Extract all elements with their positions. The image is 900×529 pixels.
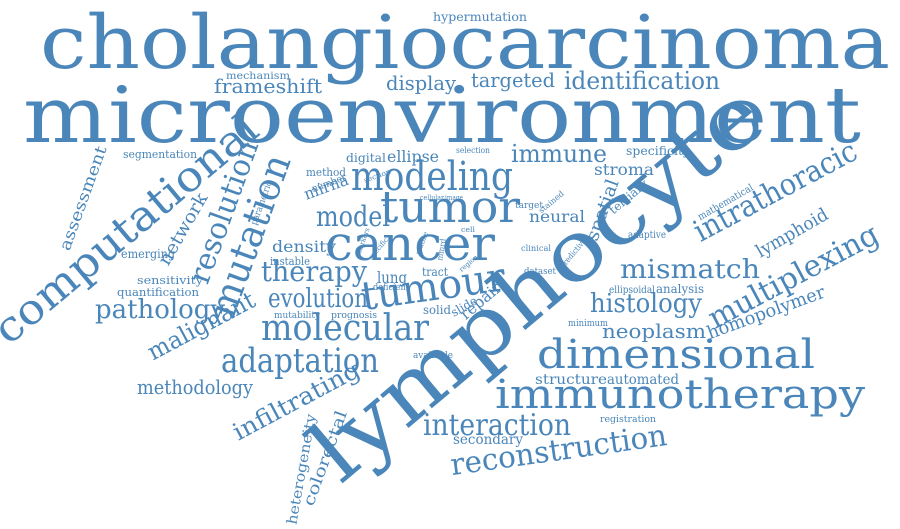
word-instable: instable (270, 255, 310, 268)
word-specificity: specificity (626, 144, 690, 158)
word-hypermutation: hypermutation (433, 10, 527, 24)
word-clinical: clinical (521, 244, 551, 253)
word-therapy: therapy (261, 255, 367, 288)
word-lung: lung (377, 268, 407, 287)
word-adaptation: adaptation (221, 341, 379, 381)
word-identification: identification (564, 67, 720, 95)
word-segmentation: segmentation (123, 148, 197, 161)
word-tract: tract (422, 265, 448, 279)
word-model: model (316, 200, 390, 233)
word-adaptive: adaptive (628, 230, 666, 241)
word-quantification: quantification (117, 286, 199, 299)
word-neural: neural (529, 207, 585, 226)
word-microenvironment: microenvironment (23, 71, 861, 161)
word-mismatch: mismatch (620, 255, 760, 285)
word-cancer: cancer (325, 216, 495, 272)
word-dataset: dataset (524, 267, 556, 277)
word-sensitivity: sensitivity (137, 274, 204, 287)
word-methodology: methodology (137, 375, 254, 399)
word-cell: cell (461, 226, 476, 234)
word-molecular: molecular (261, 308, 430, 349)
word-structure: structure (535, 372, 607, 388)
word-density: density (272, 237, 336, 256)
word-modeling: modeling (351, 154, 513, 200)
word-deficient: deficient (373, 283, 409, 293)
word-prognosis: prognosis (331, 311, 377, 321)
word-immunotherapy: immunotherapy (495, 372, 865, 418)
word-analysis: analysis (656, 282, 704, 296)
word-targeted: targeted (471, 68, 555, 92)
word-ellipsoidal: ellipsoidal (609, 285, 655, 296)
word-mutability: mutability (274, 311, 321, 321)
word-cholangiocarcinoma: cholangiocarcinoma (40, 0, 890, 86)
word-frameshift: frameshift (214, 74, 322, 98)
word-registration: registration (600, 415, 656, 425)
word-emerging: emerging (121, 247, 175, 261)
word-ellipse: ellipse (387, 147, 439, 166)
word-target: target (515, 201, 543, 211)
word-solid: solid (423, 303, 451, 317)
word-method: method (306, 166, 346, 179)
word-display: display (386, 71, 457, 95)
word-cellular: cellular (420, 194, 445, 202)
word-pathology: pathology (95, 295, 225, 325)
word-tumor: tumor (380, 182, 521, 233)
word-digital: digital (346, 151, 386, 165)
word-evolution: evolution (268, 284, 368, 314)
word-mmrd: mmrd (435, 238, 448, 261)
word-interaction: interaction (423, 408, 571, 443)
word-immune: immune (511, 140, 607, 168)
word-image: image (445, 194, 463, 202)
word-secondary: secondary (453, 432, 523, 448)
word-mechanism: mechanism (226, 71, 291, 82)
word-histology: histology (590, 289, 702, 319)
word-automated: automated (607, 372, 679, 388)
word-neoplasm: neoplasm (602, 319, 706, 343)
word-dimensional: dimensional (537, 332, 815, 378)
word-minimum: minimum (568, 319, 608, 329)
word-selection: selection (456, 146, 490, 155)
word-stroma: stroma (594, 160, 654, 179)
word-available: available (413, 351, 453, 361)
